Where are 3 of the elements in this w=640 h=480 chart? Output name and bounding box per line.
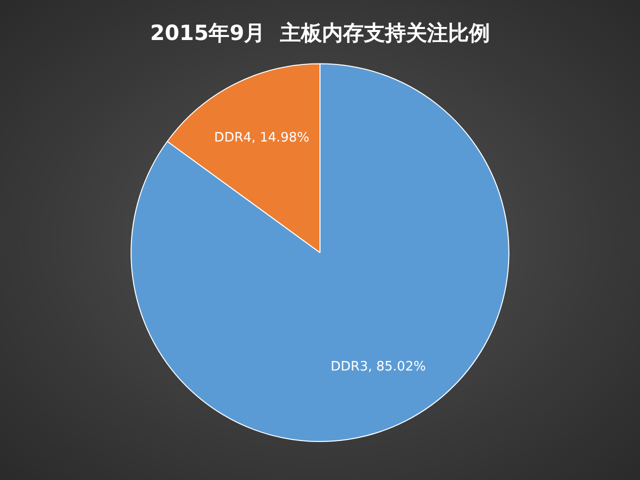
chart-title: 2015年9月 主板内存支持关注比例: [150, 21, 490, 46]
slice-label: DDR3, 85.02%: [330, 359, 426, 374]
slice-label: DDR4, 14.98%: [214, 130, 310, 146]
